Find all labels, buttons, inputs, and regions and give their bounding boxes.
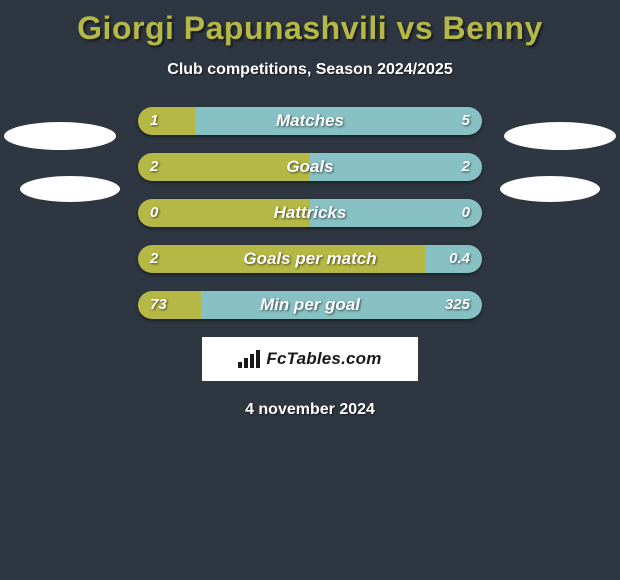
stat-row: 22Goals	[138, 153, 482, 181]
stat-label: Goals per match	[138, 245, 482, 273]
subtitle: Club competitions, Season 2024/2025	[0, 61, 620, 79]
stat-label: Matches	[138, 107, 482, 135]
player-left-club-badge	[20, 176, 120, 202]
stat-row: 73325Min per goal	[138, 291, 482, 319]
stat-label: Min per goal	[138, 291, 482, 319]
stat-row: 00Hattricks	[138, 199, 482, 227]
footer-date: 4 november 2024	[0, 401, 620, 419]
page-title: Giorgi Papunashvili vs Benny	[0, 0, 620, 47]
player-right-club-badge	[500, 176, 600, 202]
comparison-bars: 15Matches 22Goals 00Hattricks 20.4Goals per…	[138, 107, 482, 319]
chart-icon	[238, 350, 260, 368]
stat-label: Hattricks	[138, 199, 482, 227]
brand-logo: FcTables.com	[202, 337, 418, 381]
stat-row: 15Matches	[138, 107, 482, 135]
stat-label: Goals	[138, 153, 482, 181]
stat-row: 20.4Goals per match	[138, 245, 482, 273]
player-left-avatar	[4, 122, 116, 150]
player-right-avatar	[504, 122, 616, 150]
brand-text: FcTables.com	[266, 349, 381, 369]
